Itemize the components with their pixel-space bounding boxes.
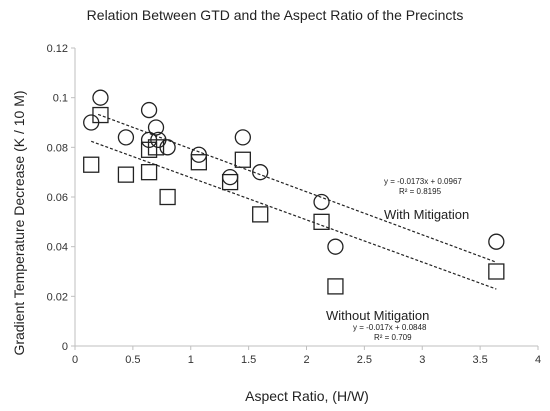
with-mitigation-point (488, 233, 505, 250)
without-mitigation-point (117, 166, 135, 183)
without-mitigation-point (92, 106, 109, 124)
with-mitigation-r2: R² = 0.8195 (399, 187, 442, 196)
with-mitigation-trendline (97, 113, 497, 263)
x-tick-label: 3.5 (472, 354, 487, 366)
without-mitigation-point (83, 156, 100, 173)
without-mitigation-r2: R² = 0.709 (374, 333, 412, 342)
x-tick-label: 1.5 (241, 354, 256, 366)
y-tick-label: 0.06 (47, 192, 68, 204)
without-mitigation-point (488, 263, 505, 280)
with-mitigation-point (234, 129, 251, 146)
y-tick-label: 0.04 (47, 242, 68, 254)
with-mitigation-point (147, 119, 165, 136)
with-mitigation-point (221, 168, 239, 186)
without-mitigation-point (159, 188, 176, 206)
with-mitigation-point (327, 238, 344, 255)
with-mitigation-point (252, 164, 269, 181)
x-axis-title: Aspect Ratio, (H/W) (245, 388, 369, 404)
x-tick-label: 2 (303, 354, 309, 366)
x-tick-label: 4 (535, 354, 541, 366)
with-mitigation-point (92, 89, 109, 106)
y-tick-label: 0.08 (47, 142, 68, 154)
x-tick-label: 1 (188, 354, 194, 366)
with-mitigation-point (140, 101, 158, 119)
x-tick-label: 0.5 (125, 354, 140, 366)
without-mitigation-point (234, 151, 251, 168)
without-mitigation-point (147, 139, 165, 156)
chart-title: Relation Between GTD and the Aspect Rati… (87, 7, 464, 23)
without-mitigation-equation: y = -0.017x + 0.0848 (353, 323, 427, 332)
y-tick-label: 0.02 (47, 291, 68, 303)
with-mitigation-point (313, 193, 330, 211)
x-tick-label: 3 (419, 354, 425, 366)
without-mitigation-point (327, 278, 344, 295)
y-tick-label: 0 (62, 341, 68, 353)
y-tick-label: 0.12 (47, 43, 68, 55)
with-mitigation-point (159, 139, 176, 156)
without-mitigation-point (190, 154, 208, 171)
axes: 0 0.5 1 1.5 2 2.5 3 3.5 4 0 0.02 0.04 0.06 0.08 0.1 0.1… (47, 43, 541, 366)
x-tick-label: 0 (72, 354, 78, 366)
y-axis-title: Gradient Temperature Decrease (K / 10 M) (11, 90, 27, 355)
without-mitigation-point (252, 206, 269, 223)
with-mitigation-label: With Mitigation (384, 207, 469, 222)
without-mitigation-trendline (90, 140, 497, 290)
x-tick-label: 2.5 (357, 354, 372, 366)
without-mitigation-point (313, 213, 330, 230)
without-mitigation-point (221, 173, 239, 191)
trendlines (90, 113, 497, 290)
without-mitigation-label: Without Mitigation (326, 308, 429, 323)
with-mitigation-point (117, 129, 135, 146)
with-mitigation-equation: y = -0.0173x + 0.0967 (384, 177, 462, 186)
y-tick-label: 0.1 (53, 93, 68, 105)
without-mitigation-point (140, 164, 158, 181)
data-points (83, 89, 505, 295)
